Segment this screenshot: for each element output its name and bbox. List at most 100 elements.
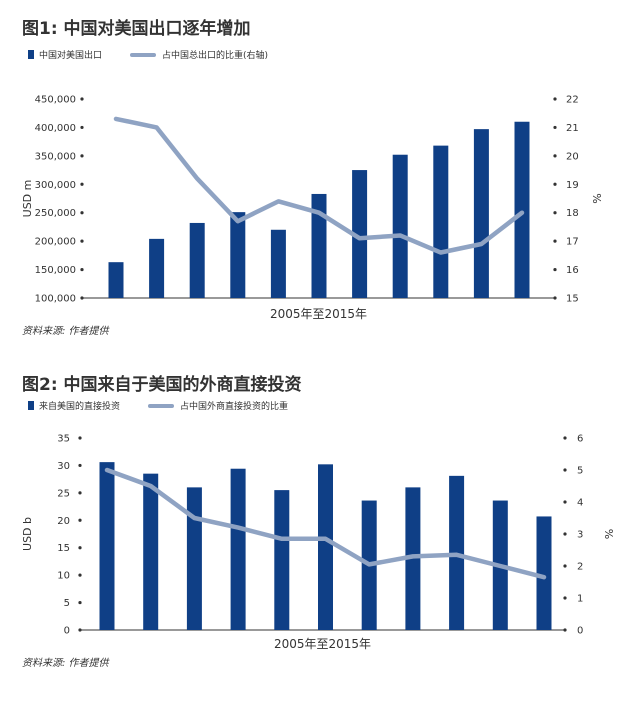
- y2-tick-dot: [563, 564, 567, 568]
- y2-tick-label: 19: [566, 180, 579, 191]
- chart-2-plot: 0 5 10 15 20 25 30 35 0 1 2 3 4 5 6 USD b % 2005年至2015年: [21, 434, 615, 652]
- bar: [311, 193, 327, 298]
- y2-tick-dot: [553, 211, 557, 215]
- chart-1: 图1: 中国对美国出口逐年增加 中国对美国出口 占中国总出口的比重(右轴) 10…: [0, 0, 640, 350]
- bar: [99, 462, 115, 630]
- y-tick-dot: [80, 97, 84, 101]
- y2-tick-label: 17: [566, 237, 579, 248]
- line-series: [104, 467, 547, 580]
- y-tick-dot: [78, 463, 82, 468]
- y2-tick-label: 3: [577, 530, 583, 541]
- y-tick-label: 250,000: [35, 208, 76, 219]
- y-tick-label: 100,000: [35, 294, 76, 305]
- bar: [392, 154, 408, 298]
- y-tick-dot: [80, 154, 84, 158]
- bar: [108, 262, 124, 298]
- y2-tick-label: 2: [577, 562, 583, 573]
- chart-1-title: 图1: 中国对美国出口逐年增加: [22, 19, 251, 39]
- y-tick-label: 15: [57, 543, 70, 554]
- y2-tick-label: 18: [566, 208, 579, 219]
- y2-tick-label: 20: [566, 151, 579, 162]
- y2-tick-label: 6: [577, 434, 583, 445]
- y-tick-label: 5: [64, 598, 70, 609]
- y2-tick-dot: [563, 436, 567, 440]
- y-tick-dot: [78, 573, 82, 577]
- y-tick-label: 400,000: [35, 123, 76, 134]
- y2-tick-dot: [563, 500, 567, 504]
- y-tick-label: 10: [57, 571, 70, 582]
- y2-tick-dot: [553, 154, 557, 158]
- y2-tick-dot: [563, 468, 567, 472]
- y-tick-label: 350,000: [35, 151, 76, 162]
- y2-tick-label: 22: [566, 95, 579, 106]
- y-tick-label: 0: [64, 626, 70, 637]
- y-tick-label: 35: [57, 434, 70, 445]
- y-tick-dot: [80, 211, 84, 215]
- bar: [230, 468, 246, 630]
- bar: [274, 490, 290, 630]
- bar: [270, 229, 286, 298]
- line-series: [113, 116, 525, 255]
- legend-bar-swatch: [28, 401, 34, 410]
- y2-tick-label: 15: [566, 294, 579, 305]
- y2-tick-label: 4: [577, 498, 583, 509]
- legend-line-swatch: [130, 52, 157, 57]
- y-tick-label: 450,000: [35, 95, 76, 106]
- y2-tick-dot: [553, 239, 557, 243]
- y-tick-label: 150,000: [35, 265, 76, 276]
- y2-tick-label: 5: [577, 466, 583, 477]
- x-axis-title: 2005年至2015年: [270, 307, 367, 321]
- y-tick-dot: [78, 600, 82, 605]
- y2-tick-label: 1: [577, 594, 583, 605]
- y2-tick-dot: [563, 596, 567, 600]
- bar: [230, 212, 246, 298]
- bar: [352, 170, 368, 298]
- chart-1-source: 资料来源: 作者提供: [22, 326, 109, 337]
- legend-bar-label: 来自美国的直接投资: [39, 402, 121, 412]
- bar: [143, 473, 159, 630]
- y-tick-dot: [80, 125, 84, 130]
- legend-line-label: 占中国外商直接投资的比重: [180, 402, 289, 412]
- y2-axis-title: %: [590, 193, 603, 203]
- chart-2-title: 图2: 中国来自于美国的外商直接投资: [22, 375, 302, 395]
- bar: [149, 238, 165, 298]
- chart-2-source: 资料来源: 作者提供: [22, 658, 109, 669]
- y-tick-label: 30: [57, 461, 70, 472]
- bar: [514, 121, 530, 298]
- y-tick-dot: [80, 267, 84, 272]
- y2-tick-dot: [553, 182, 557, 186]
- legend-line-label: 占中国总出口的比重(右轴): [162, 51, 269, 61]
- y-tick-dot: [80, 182, 84, 186]
- chart-2-legend: 来自美国的直接投资 占中国外商直接投资的比重: [28, 399, 288, 412]
- y-tick-dot: [78, 491, 82, 495]
- bar: [189, 222, 205, 298]
- y2-tick-label: 21: [566, 123, 579, 134]
- y-tick-dot: [78, 436, 82, 440]
- y2-tick-dot: [553, 267, 557, 272]
- y-tick-label: 20: [57, 516, 70, 527]
- y2-tick-dot: [553, 97, 557, 101]
- y2-tick-dot: [553, 125, 557, 130]
- bar: [433, 145, 449, 298]
- y-tick-dot: [80, 239, 84, 243]
- bar: [186, 487, 202, 630]
- chart-1-plot: 100,000 150,000 200,000 250,000 300,000 350,0…: [21, 95, 603, 322]
- chart-1-legend: 中国对美国出口 占中国总出口的比重(右轴): [28, 48, 268, 61]
- bar: [536, 516, 552, 630]
- y-axis-title: USD m: [21, 180, 34, 218]
- y-axis-title: USD b: [21, 517, 34, 551]
- chart-2: 图2: 中国来自于美国的外商直接投资 来自美国的直接投资 占中国外商直接投资的比…: [0, 362, 640, 702]
- y2-tick-dot: [563, 532, 567, 536]
- y-tick-label: 200,000: [35, 237, 76, 248]
- y-tick-label: 25: [57, 488, 70, 499]
- y2-tick-label: 16: [566, 265, 579, 276]
- legend-bar-label: 中国对美国出口: [39, 51, 103, 61]
- y-tick-dot: [78, 546, 82, 550]
- bar: [318, 464, 333, 630]
- y2-axis-title: %: [602, 529, 615, 539]
- y2-tick-label: 0: [577, 626, 583, 637]
- bar: [473, 129, 489, 298]
- y-tick-label: 300,000: [35, 180, 76, 191]
- x-axis-title: 2005年至2015年: [274, 637, 371, 651]
- legend-line-swatch: [148, 403, 175, 408]
